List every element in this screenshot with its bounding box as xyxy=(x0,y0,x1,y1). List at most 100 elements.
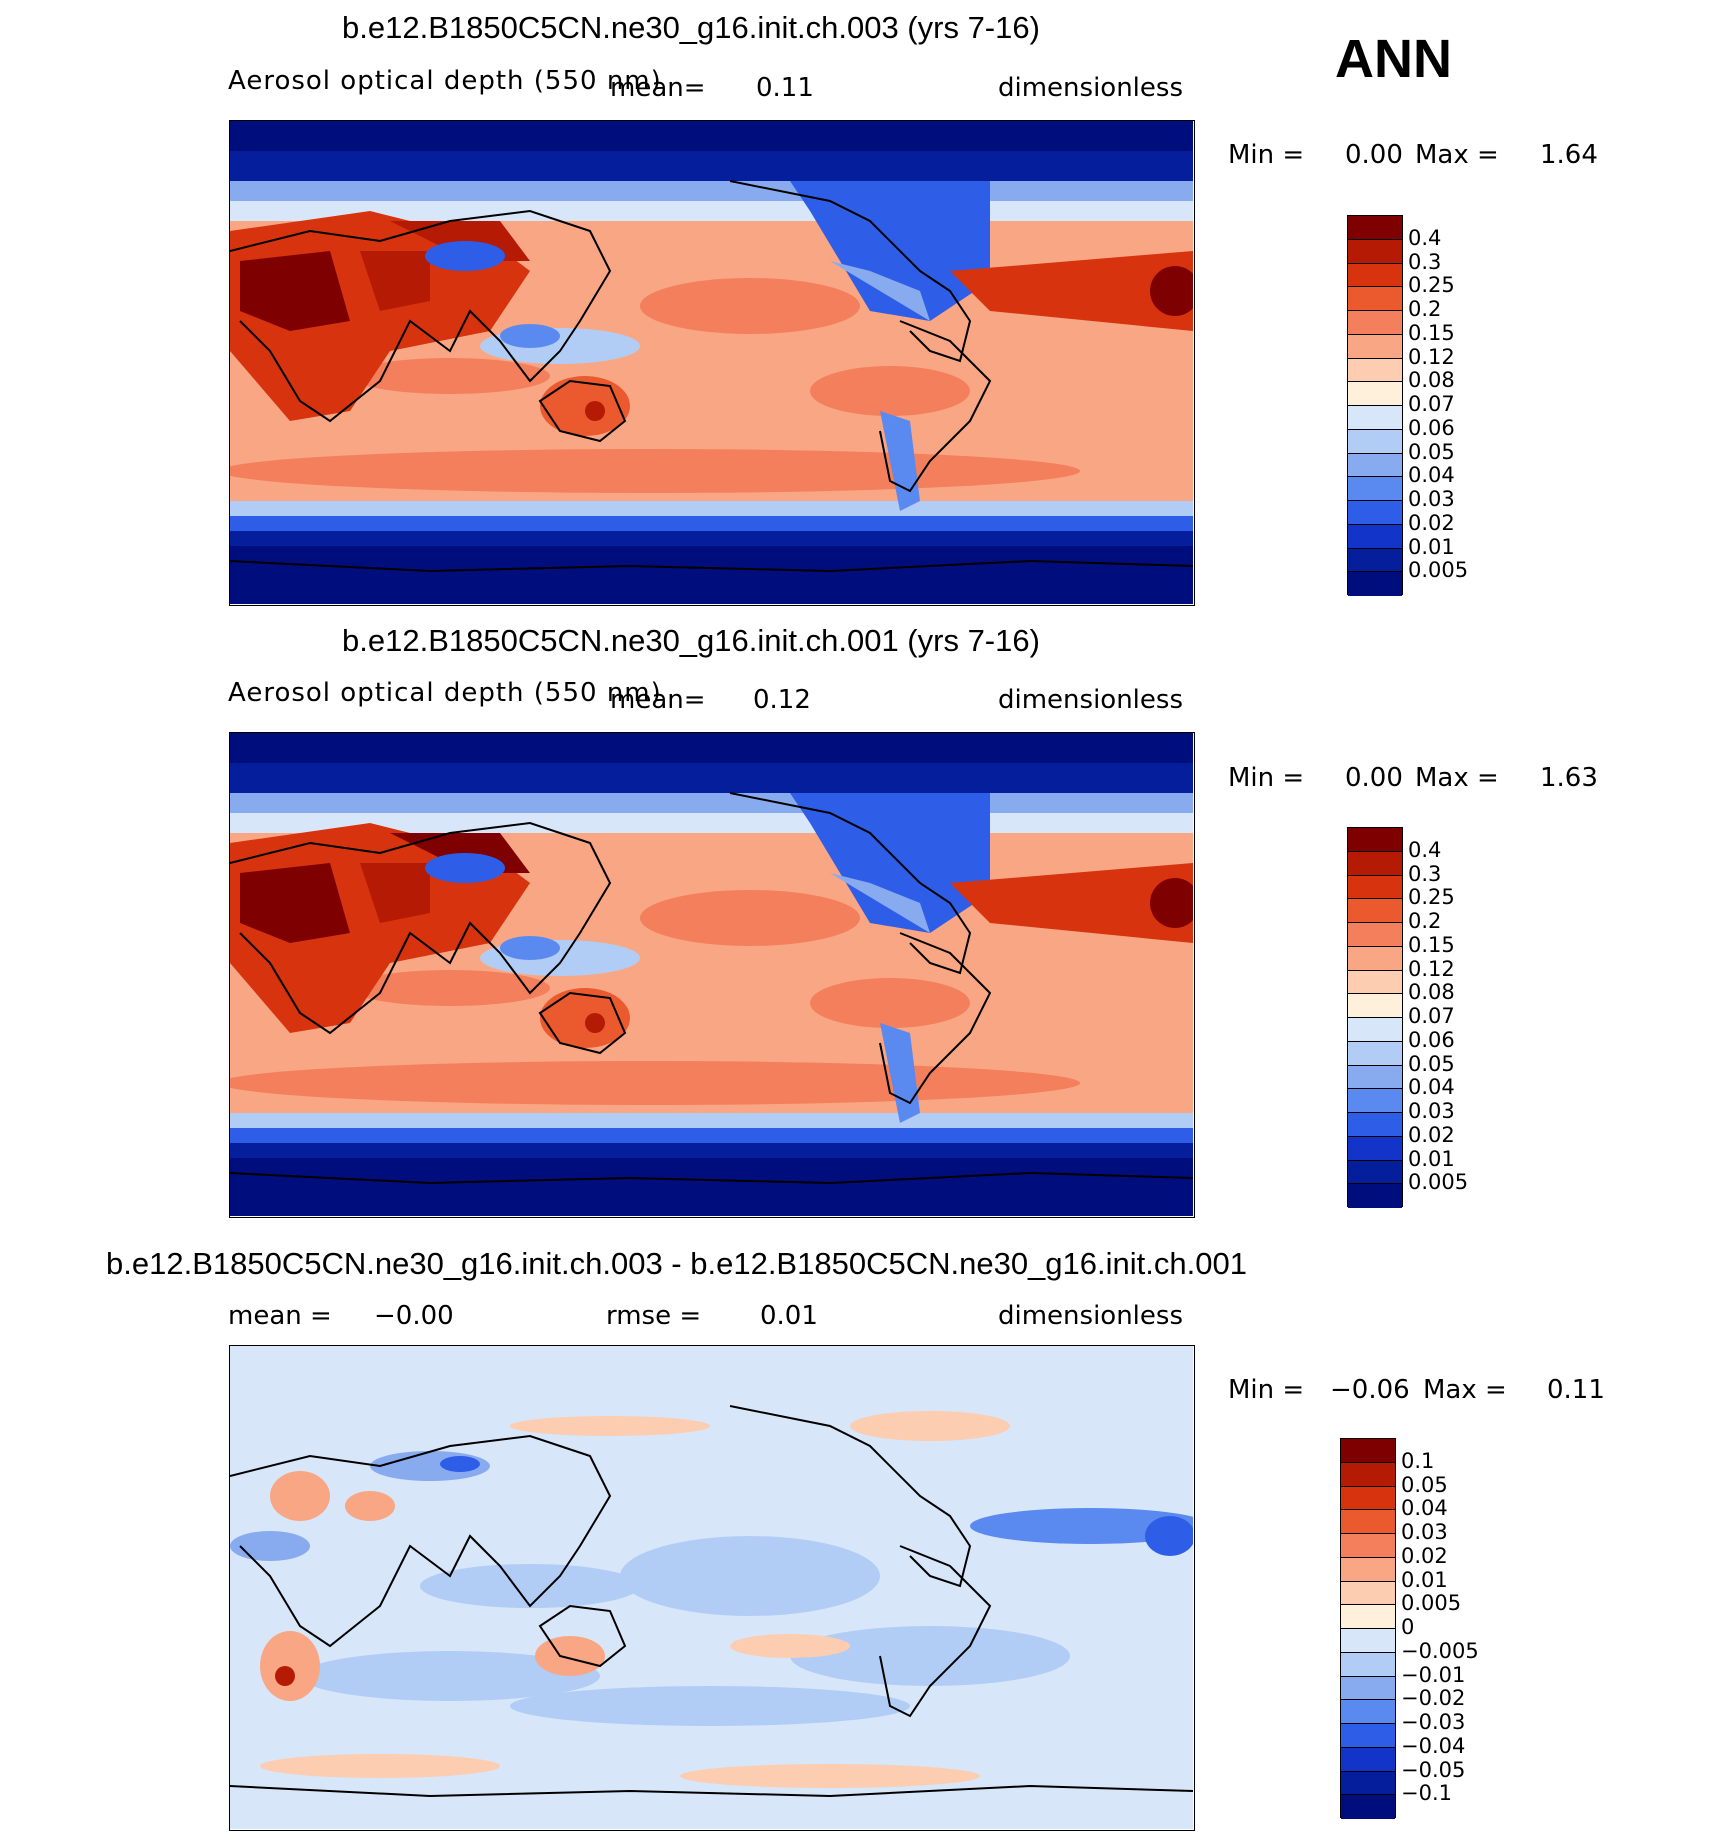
panel3-color-swatch xyxy=(1341,1439,1395,1463)
colorbar-level-label: 0.08 xyxy=(1408,368,1455,393)
colorbar-level-label: −0.005 xyxy=(1401,1638,1479,1663)
panel1-min-value: 0.00 xyxy=(1345,140,1403,170)
panel2-color-swatch xyxy=(1348,828,1402,852)
panel3-color-swatch xyxy=(1341,1676,1395,1701)
panel1-map xyxy=(229,120,1195,606)
colorbar-level-label: 0.2 xyxy=(1408,909,1442,933)
panel3-mean-label: mean = xyxy=(228,1301,332,1331)
colorbar-level-label: 0.04 xyxy=(1401,1496,1448,1521)
panel2-color-swatch xyxy=(1348,1184,1402,1208)
panel2-color-swatch xyxy=(1348,994,1402,1018)
panel3-mean-value: −0.00 xyxy=(374,1301,454,1331)
panel3-max-value: 0.11 xyxy=(1547,1375,1605,1405)
colorbar-level-label: 0.3 xyxy=(1408,249,1442,274)
panel1-color-swatch xyxy=(1348,501,1402,525)
panel1-colorbar xyxy=(1347,215,1403,596)
panel3-color-swatch xyxy=(1341,1652,1395,1677)
panel3-color-swatch xyxy=(1341,1795,1395,1819)
panel2-color-swatch xyxy=(1348,1041,1402,1066)
colorbar-level-label: 0.1 xyxy=(1401,1448,1435,1473)
panel3-color-swatch xyxy=(1341,1462,1395,1487)
panel3-color-swatch xyxy=(1341,1771,1395,1796)
colorbar-level-label: 0.005 xyxy=(1408,558,1469,583)
panel3-color-swatch xyxy=(1341,1629,1395,1653)
colorbar-level-label: 0.06 xyxy=(1408,1027,1455,1052)
colorbar-level-label: 0 xyxy=(1401,1615,1415,1639)
panel2-map xyxy=(229,732,1195,1218)
colorbar-level-label: 0.07 xyxy=(1408,1004,1455,1028)
colorbar-level-label: 0.12 xyxy=(1408,956,1455,981)
panel2-color-swatch xyxy=(1348,899,1402,923)
panel3-rmse-value: 0.01 xyxy=(760,1301,818,1331)
panel2-units: dimensionless xyxy=(998,685,1183,715)
colorbar-level-label: 0.15 xyxy=(1408,320,1455,345)
panel1-color-swatch xyxy=(1348,382,1402,406)
panel1-color-swatch xyxy=(1348,548,1402,573)
colorbar-level-label: 0.3 xyxy=(1408,861,1442,886)
panel2-color-swatch xyxy=(1348,970,1402,995)
panel3-map xyxy=(229,1345,1195,1831)
colorbar-level-label: 0.01 xyxy=(1408,1146,1455,1171)
panel1-color-swatch xyxy=(1348,239,1402,264)
panel2-color-swatch xyxy=(1348,1136,1402,1161)
panel2-color-swatch xyxy=(1348,851,1402,876)
panel3-color-swatch xyxy=(1341,1747,1395,1772)
panel1-units: dimensionless xyxy=(998,73,1183,103)
colorbar-level-label: 0.05 xyxy=(1408,1051,1455,1076)
colorbar-level-label: 0.4 xyxy=(1408,837,1442,862)
panel1-variable: Aerosol optical depth (550 nm) xyxy=(228,66,662,96)
colorbar-level-label: 0.12 xyxy=(1408,344,1455,369)
panel3-rmse-label: rmse = xyxy=(606,1301,702,1331)
colorbar-level-label: −0.02 xyxy=(1401,1686,1466,1711)
panel2-colorbar xyxy=(1347,827,1403,1208)
panel2-title: b.e12.B1850C5CN.ne30_g16.init.ch.001 (yr… xyxy=(342,623,1040,658)
colorbar-level-label: 0.03 xyxy=(1408,1099,1455,1123)
panel3-title: b.e12.B1850C5CN.ne30_g16.init.ch.003 - b… xyxy=(106,1246,1247,1281)
panel1-mean-label: mean= xyxy=(610,73,706,103)
panel2-max-value: 1.63 xyxy=(1540,763,1598,793)
panel3-color-swatch xyxy=(1341,1510,1395,1534)
panel1-color-swatch xyxy=(1348,406,1402,430)
panel3-color-swatch xyxy=(1341,1605,1395,1629)
panel3-min-label: Min = xyxy=(1228,1375,1305,1405)
panel1-mean-value: 0.11 xyxy=(756,73,814,103)
colorbar-level-label: −0.04 xyxy=(1401,1733,1466,1758)
panel1-color-swatch xyxy=(1348,263,1402,288)
panel1-max-label: Max = xyxy=(1415,140,1499,170)
panel3-max-label: Max = xyxy=(1423,1375,1507,1405)
colorbar-level-label: 0.05 xyxy=(1408,439,1455,464)
colorbar-level-label: 0.08 xyxy=(1408,980,1455,1005)
panel3-color-swatch xyxy=(1341,1557,1395,1582)
colorbar-level-label: 0.005 xyxy=(1408,1170,1469,1195)
colorbar-level-label: 0.02 xyxy=(1401,1543,1448,1568)
panel2-variable: Aerosol optical depth (550 nm) xyxy=(228,678,662,708)
panel1-color-swatch xyxy=(1348,524,1402,549)
panel3-units: dimensionless xyxy=(998,1301,1183,1331)
colorbar-level-label: 0.4 xyxy=(1408,225,1442,250)
colorbar-level-label: −0.05 xyxy=(1401,1757,1466,1782)
panel3-colorbar xyxy=(1340,1438,1396,1819)
colorbar-level-label: 0.02 xyxy=(1408,510,1455,535)
colorbar-level-label: 0.04 xyxy=(1408,463,1455,488)
panel2-color-swatch xyxy=(1348,875,1402,900)
panel2-color-swatch xyxy=(1348,923,1402,947)
colorbar-level-label: 0.07 xyxy=(1408,392,1455,416)
panel2-color-swatch xyxy=(1348,946,1402,971)
colorbar-level-label: 0.03 xyxy=(1401,1520,1448,1544)
colorbar-level-label: 0.05 xyxy=(1401,1472,1448,1497)
panel3-min-value: −0.06 xyxy=(1330,1375,1410,1405)
colorbar-level-label: 0.01 xyxy=(1408,534,1455,559)
panel3-color-swatch xyxy=(1341,1486,1395,1511)
colorbar-level-label: 0.04 xyxy=(1408,1075,1455,1100)
panel2-mean-value: 0.12 xyxy=(753,685,811,715)
panel2-color-swatch xyxy=(1348,1089,1402,1113)
colorbar-level-label: 0.25 xyxy=(1408,885,1455,910)
panel3-color-swatch xyxy=(1341,1700,1395,1724)
panel1-min-label: Min = xyxy=(1228,140,1305,170)
panel3-color-swatch xyxy=(1341,1534,1395,1558)
panel2-min-value: 0.00 xyxy=(1345,763,1403,793)
colorbar-level-label: −0.1 xyxy=(1401,1781,1452,1806)
colorbar-level-label: 0.02 xyxy=(1408,1122,1455,1147)
panel2-min-label: Min = xyxy=(1228,763,1305,793)
colorbar-level-label: 0.15 xyxy=(1408,932,1455,957)
